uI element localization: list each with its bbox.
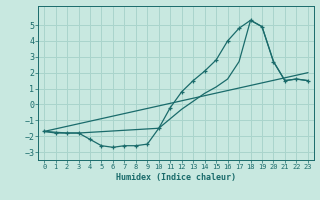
X-axis label: Humidex (Indice chaleur): Humidex (Indice chaleur) [116, 173, 236, 182]
